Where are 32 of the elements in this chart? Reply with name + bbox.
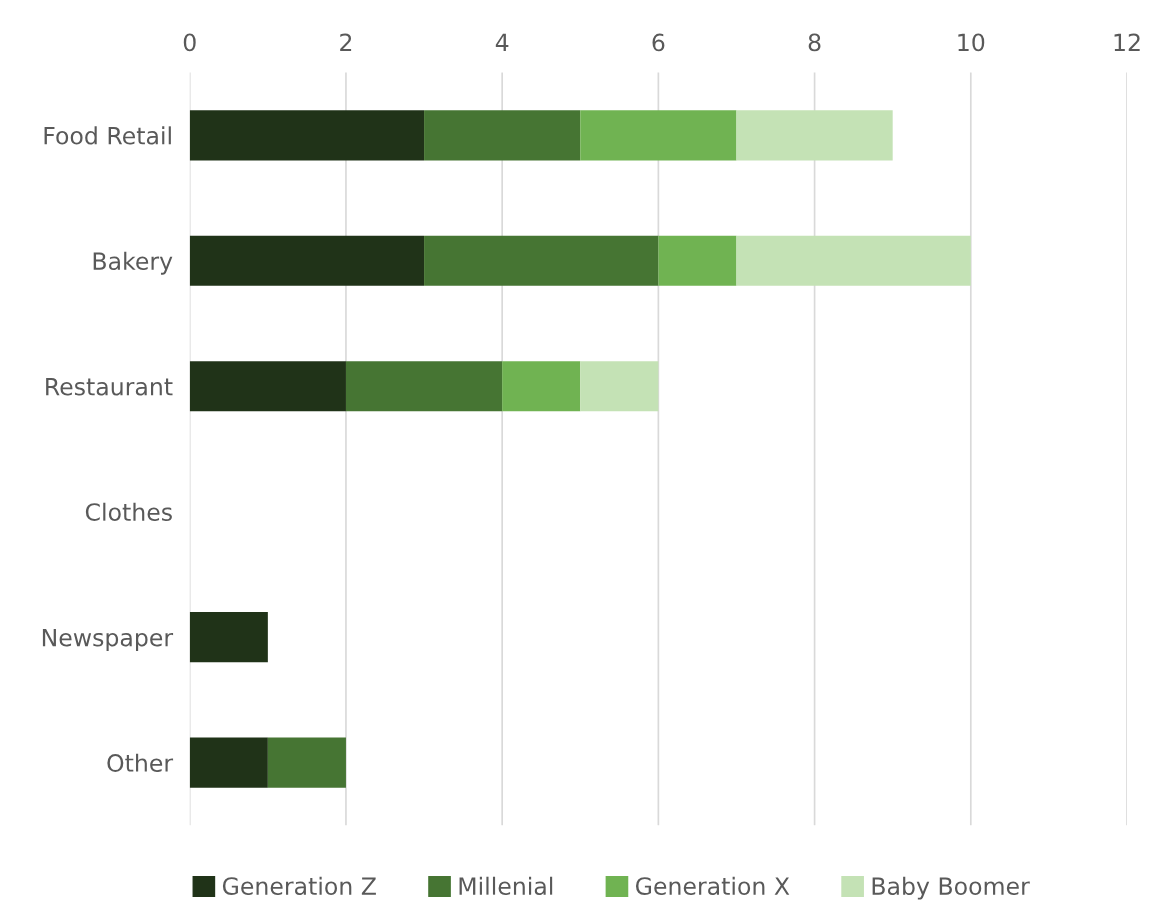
bar <box>580 361 659 412</box>
x-tick-label: 2 <box>340 33 352 51</box>
x-tick-label: 8 <box>808 33 821 52</box>
bar <box>424 110 581 161</box>
y-tick-label: Newspaper <box>42 628 174 652</box>
bar <box>580 110 737 161</box>
x-tick-label: 0 <box>183 33 196 52</box>
bar <box>189 110 425 161</box>
x-tick-label: 10 <box>958 33 985 52</box>
y-tick-label: Clothes <box>85 502 172 522</box>
x-tick-label: 4 <box>495 33 509 51</box>
legend-label: Millenial <box>459 876 553 896</box>
bar <box>424 235 659 286</box>
bar <box>189 235 425 286</box>
y-tick-label: Bakery <box>93 251 173 275</box>
bar <box>736 110 893 161</box>
bar <box>345 361 503 412</box>
y-tick-label: Food Retail <box>44 126 171 145</box>
bar <box>502 361 581 412</box>
x-tick-label: 12 <box>1114 33 1140 51</box>
bar <box>736 235 971 286</box>
bar <box>267 737 346 788</box>
bar <box>189 612 268 663</box>
y-tick-label: Restaurant <box>46 377 173 396</box>
bar <box>189 737 268 788</box>
bar <box>658 235 737 286</box>
x-tick-label: 6 <box>652 33 665 52</box>
bar <box>189 361 346 412</box>
legend-label: Generation Z <box>222 876 376 896</box>
y-tick-label: Other <box>107 753 174 772</box>
legend-label: Baby Boomer <box>872 876 1030 900</box>
legend-label: Generation X <box>635 876 790 896</box>
